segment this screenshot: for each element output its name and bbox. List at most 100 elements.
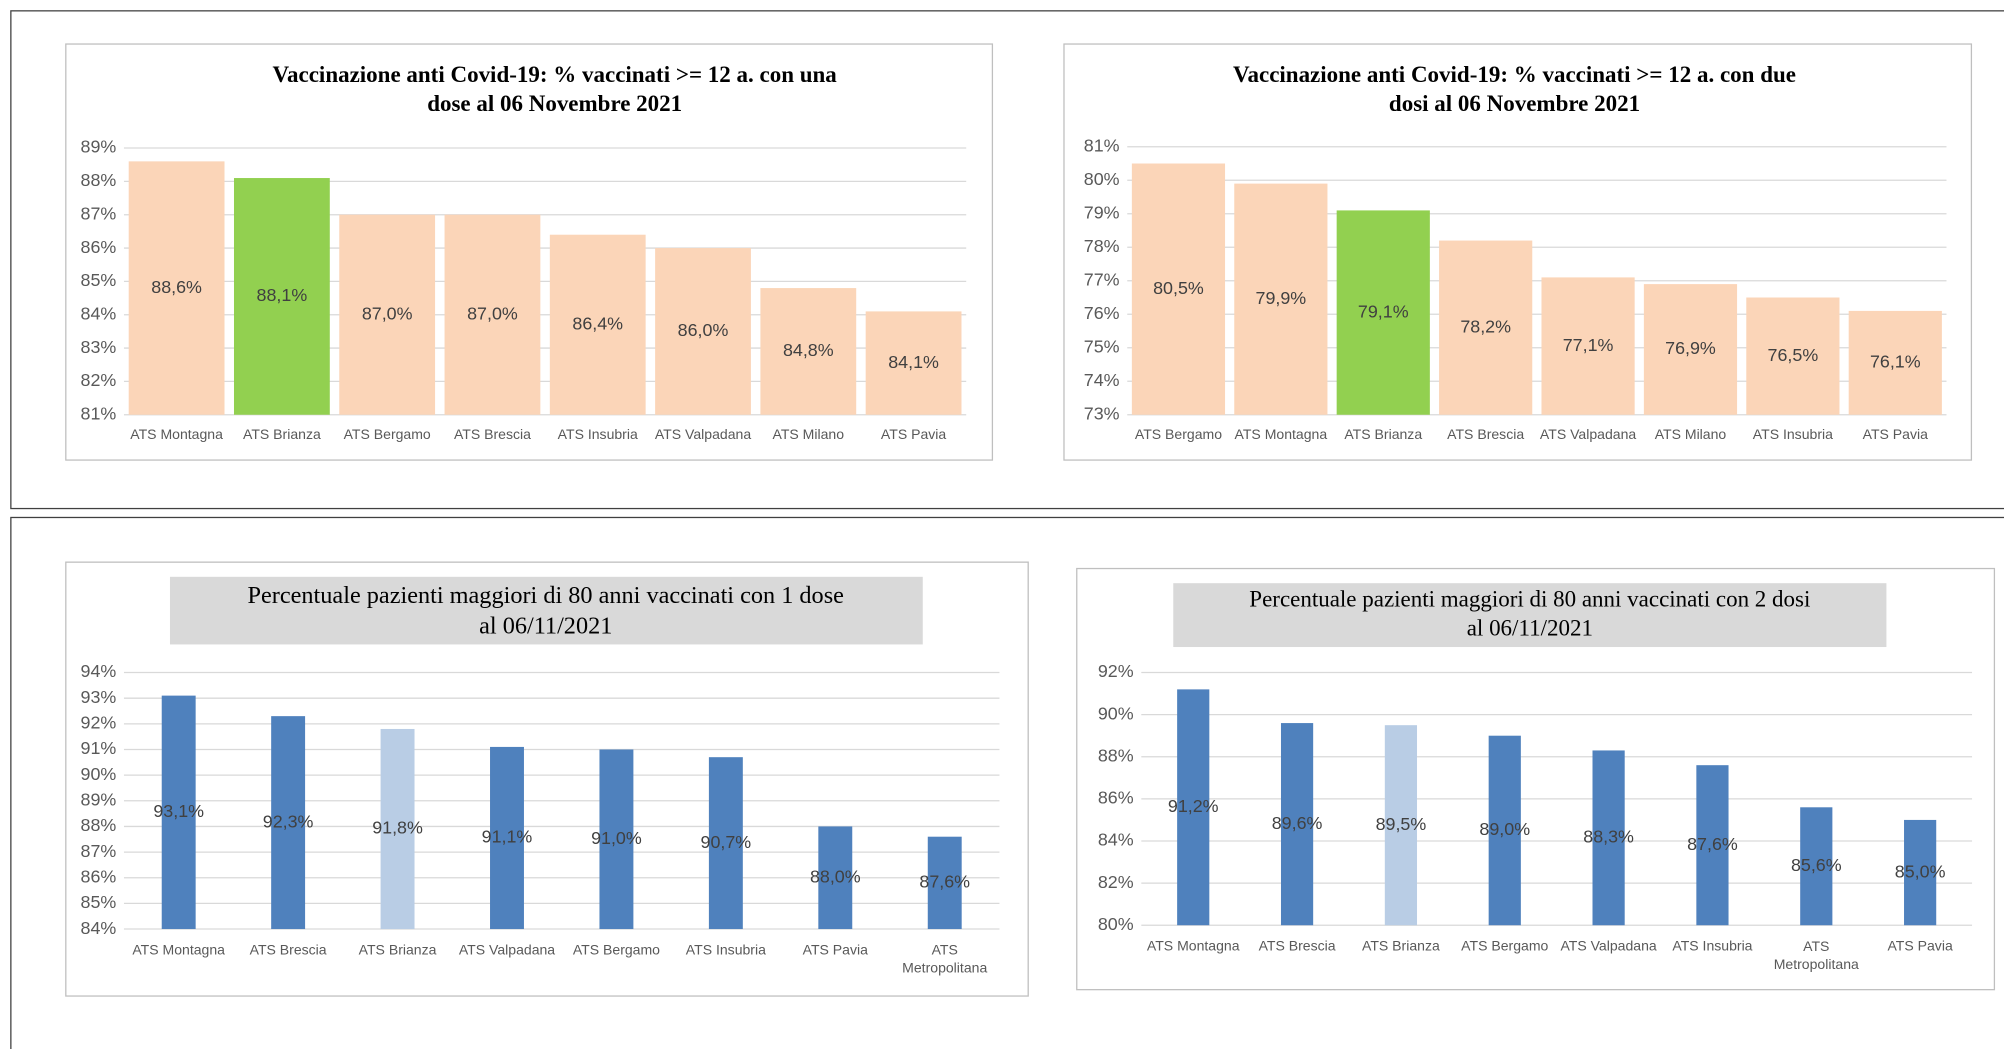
bar xyxy=(818,826,853,930)
chart-title: Percentuale pazienti maggiori di 80 anni… xyxy=(1249,586,1810,611)
x-tick-label: ATS Bergamo xyxy=(1135,426,1222,442)
y-tick-label: 74% xyxy=(1084,370,1120,390)
y-tick-label: 84% xyxy=(81,918,117,938)
x-tick-label: ATS Insubria xyxy=(558,426,638,442)
chart-title: Vaccinazione anti Covid-19: % vaccinati … xyxy=(1233,62,1796,87)
value-label: 85,0% xyxy=(1895,861,1946,881)
bar xyxy=(549,234,646,415)
x-tick-label: ATS Pavia xyxy=(1887,938,1952,954)
x-tick-label: ATS Valpadana xyxy=(1540,426,1636,442)
bar xyxy=(271,716,306,930)
y-tick-label: 91% xyxy=(81,738,117,758)
y-tick-label: 75% xyxy=(1084,336,1120,356)
y-tick-label: 89% xyxy=(81,790,117,810)
y-tick-label: 90% xyxy=(1098,703,1134,723)
bar xyxy=(1746,297,1840,415)
bar xyxy=(1800,807,1833,926)
value-label: 88,3% xyxy=(1583,827,1634,847)
value-label: 87,6% xyxy=(1687,834,1738,854)
x-tick-label: ATS Insubria xyxy=(686,941,766,957)
value-label: 91,1% xyxy=(482,827,533,847)
value-label: 93,1% xyxy=(153,801,204,821)
value-label: 86,4% xyxy=(572,313,623,333)
value-label: 76,9% xyxy=(1665,338,1716,358)
bar xyxy=(1904,819,1937,926)
y-tick-label: 87% xyxy=(81,203,117,223)
x-tick-label: ATS Insubria xyxy=(1672,938,1752,954)
bar xyxy=(128,161,225,415)
value-label: 92,3% xyxy=(263,811,314,831)
chart-title: al 06/11/2021 xyxy=(479,612,612,639)
bar xyxy=(1384,725,1418,926)
x-tick-label: ATS Montagna xyxy=(132,941,225,957)
y-tick-label: 85% xyxy=(81,892,117,912)
value-label: 87,0% xyxy=(467,303,518,323)
bar xyxy=(380,728,415,930)
y-tick-label: 89% xyxy=(81,137,117,157)
value-label: 91,2% xyxy=(1168,796,1219,816)
bar xyxy=(1848,310,1942,415)
x-tick-label: ATS Montagna xyxy=(1235,426,1328,442)
x-tick-label: ATS Brianza xyxy=(1362,938,1440,954)
x-tick-label: ATS Brianza xyxy=(1344,426,1422,442)
value-label: 84,8% xyxy=(783,340,834,360)
y-tick-label: 73% xyxy=(1084,403,1120,423)
y-tick-label: 78% xyxy=(1084,236,1120,256)
value-label: 88,0% xyxy=(810,866,861,886)
value-label: 89,6% xyxy=(1272,813,1323,833)
title-box xyxy=(1173,583,1887,648)
value-label: 79,9% xyxy=(1256,288,1307,308)
x-tick-label: ATS Pavia xyxy=(881,426,946,442)
value-label: 79,1% xyxy=(1358,301,1409,321)
x-tick-label: ATS Pavia xyxy=(803,941,868,957)
chart-title: Vaccinazione anti Covid-19: % vaccinati … xyxy=(273,62,838,87)
y-tick-label: 80% xyxy=(1098,914,1134,934)
y-tick-label: 85% xyxy=(81,270,117,290)
chart-title: dose al 06 Novembre 2021 xyxy=(427,91,682,116)
bar xyxy=(444,214,541,415)
chart-title: Percentuale pazienti maggiori di 80 anni… xyxy=(248,582,844,609)
y-tick-label: 93% xyxy=(81,687,117,707)
x-tick-label: ATS Brianza xyxy=(243,426,321,442)
value-label: 85,6% xyxy=(1791,855,1842,875)
x-tick-label: ATS Bergamo xyxy=(344,426,431,442)
x-tick-label: ATS Brescia xyxy=(250,941,327,957)
bar xyxy=(1280,723,1314,926)
chart-title: dosi al 06 Novembre 2021 xyxy=(1389,91,1640,116)
y-tick-label: 88% xyxy=(1098,745,1134,765)
bar xyxy=(1234,183,1328,415)
y-tick-label: 84% xyxy=(1098,830,1134,850)
value-label: 80,5% xyxy=(1153,278,1204,298)
value-label: 91,8% xyxy=(372,818,423,838)
bar xyxy=(1488,735,1521,926)
bar xyxy=(1592,750,1625,926)
x-tick-label: ATS Metropolitana xyxy=(902,941,987,975)
y-tick-label: 90% xyxy=(81,764,117,784)
bar xyxy=(1336,210,1430,415)
bar xyxy=(1541,277,1635,415)
bar xyxy=(655,248,751,415)
y-tick-label: 82% xyxy=(1098,872,1134,892)
bar xyxy=(1131,163,1226,415)
bar xyxy=(1177,689,1210,926)
bar xyxy=(490,746,524,930)
chart-title: al 06/11/2021 xyxy=(1467,616,1593,641)
x-tick-label: ATS Brianza xyxy=(359,941,437,957)
x-tick-label: ATS Brescia xyxy=(1259,938,1336,954)
bottom-frame xyxy=(10,516,2004,1049)
y-tick-label: 76% xyxy=(1084,303,1120,323)
x-tick-label: ATS Bergamo xyxy=(1461,938,1548,954)
y-tick-label: 83% xyxy=(81,337,117,357)
y-tick-label: 81% xyxy=(81,403,117,423)
value-label: 89,5% xyxy=(1376,814,1427,834)
bar xyxy=(339,214,436,415)
y-tick-label: 92% xyxy=(1098,661,1134,681)
x-tick-label: ATS Bergamo xyxy=(573,941,660,957)
x-tick-label: ATS Metropolitana xyxy=(1774,938,1859,972)
bar xyxy=(760,288,857,415)
y-tick-label: 86% xyxy=(81,866,117,886)
x-tick-label: ATS Pavia xyxy=(1863,426,1928,442)
bar xyxy=(865,311,962,415)
x-tick-label: ATS Valpadana xyxy=(1560,938,1656,954)
